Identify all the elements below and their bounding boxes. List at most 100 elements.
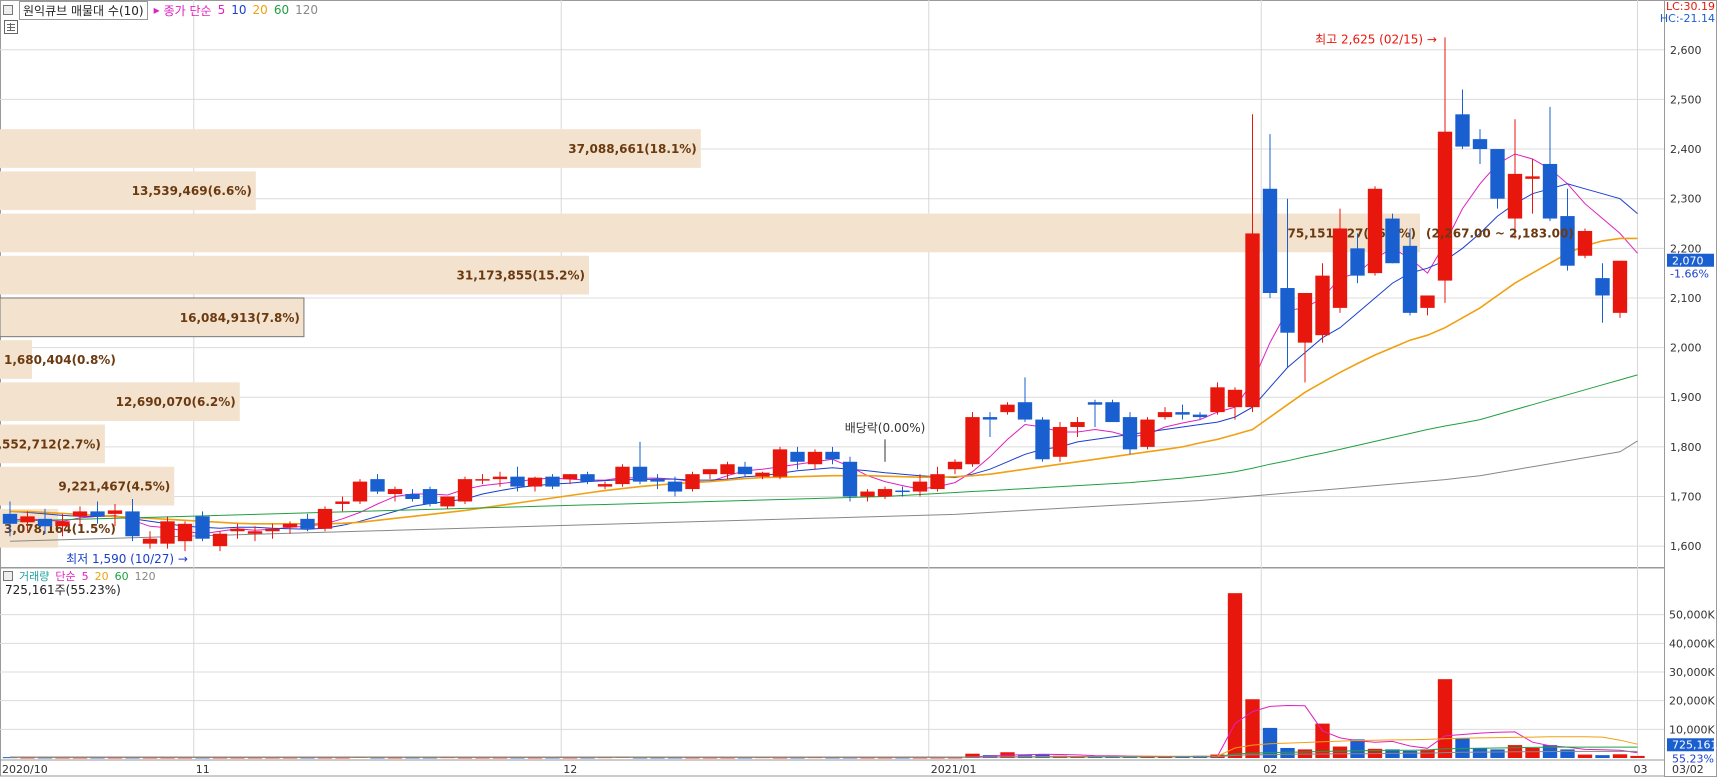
candle-body[interactable] xyxy=(1175,412,1190,415)
candle-body[interactable] xyxy=(142,538,158,544)
candle-body[interactable] xyxy=(860,491,875,497)
candle-body[interactable] xyxy=(317,508,333,529)
candle-body[interactable] xyxy=(755,472,770,477)
volume-bar[interactable] xyxy=(475,757,490,759)
volume-ma-period-60[interactable]: 60 xyxy=(114,569,129,583)
volume-profile-band[interactable] xyxy=(0,340,32,379)
volume-ma-period-120[interactable]: 120 xyxy=(134,569,156,583)
volume-bar[interactable] xyxy=(912,757,928,759)
candle-body[interactable] xyxy=(1087,402,1103,405)
volume-bar[interactable] xyxy=(860,757,875,759)
candle-body[interactable] xyxy=(1455,114,1470,147)
candle-body[interactable] xyxy=(1000,404,1015,413)
volume-bar[interactable] xyxy=(1420,749,1435,758)
candle-body[interactable] xyxy=(72,511,88,517)
candle-body[interactable] xyxy=(1595,278,1610,296)
volume-bar[interactable] xyxy=(107,757,123,759)
candle-body[interactable] xyxy=(632,466,648,482)
volume-bar[interactable] xyxy=(772,757,788,759)
volume-bar[interactable] xyxy=(1472,747,1488,758)
panel-box-icon[interactable] xyxy=(3,5,13,15)
volume-bar[interactable] xyxy=(650,757,665,759)
volume-bar[interactable] xyxy=(212,757,228,759)
volume-bar[interactable] xyxy=(877,757,893,759)
volume-bar[interactable] xyxy=(842,757,858,759)
volume-bar[interactable] xyxy=(580,757,595,759)
candle-body[interactable] xyxy=(615,466,630,485)
candle-body[interactable] xyxy=(90,511,105,517)
panel-box-icon[interactable] xyxy=(3,571,13,581)
candle-body[interactable] xyxy=(1052,427,1068,457)
volume-bar[interactable] xyxy=(947,757,963,759)
volume-profile-band[interactable] xyxy=(0,171,256,211)
volume-bar[interactable] xyxy=(20,757,35,759)
candle-body[interactable] xyxy=(1157,412,1173,418)
volume-profile-band[interactable] xyxy=(0,213,1420,253)
volume-bar[interactable] xyxy=(72,757,88,759)
candle-body[interactable] xyxy=(440,496,455,507)
candle-body[interactable] xyxy=(1192,414,1208,418)
candle-body[interactable] xyxy=(300,518,315,529)
candle-body[interactable] xyxy=(1525,176,1540,179)
candle-body[interactable] xyxy=(160,521,175,544)
volume-profile-band[interactable] xyxy=(0,255,590,295)
candle-body[interactable] xyxy=(580,474,595,482)
candle-body[interactable] xyxy=(1402,245,1418,313)
volume-bar[interactable] xyxy=(790,757,805,759)
candle-body[interactable] xyxy=(947,461,963,470)
candle-body[interactable] xyxy=(737,466,753,475)
volume-bar[interactable] xyxy=(667,757,683,759)
volume-bar[interactable] xyxy=(317,757,333,759)
candle-body[interactable] xyxy=(930,474,945,490)
volume-bar[interactable] xyxy=(1350,739,1365,758)
volume-profile-band[interactable] xyxy=(0,297,305,338)
candle-body[interactable] xyxy=(2,513,18,524)
candle-body[interactable] xyxy=(125,511,140,537)
volume-bar[interactable] xyxy=(282,757,298,759)
volume-bar[interactable] xyxy=(1262,727,1278,758)
volume-bar[interactable] xyxy=(1402,750,1418,758)
volume-panel[interactable] xyxy=(0,567,1665,761)
volume-bar[interactable] xyxy=(737,757,753,759)
volume-bar[interactable] xyxy=(300,757,315,759)
volume-ma-type-label[interactable]: 단순 xyxy=(55,570,76,583)
volume-bar[interactable] xyxy=(125,757,140,759)
candle-body[interactable] xyxy=(912,481,928,492)
volume-bar[interactable] xyxy=(510,757,525,759)
candle-body[interactable] xyxy=(1560,216,1575,266)
ma-period-5[interactable]: 5 xyxy=(217,3,226,17)
candle-body[interactable] xyxy=(422,489,438,504)
ma-period-60[interactable]: 60 xyxy=(273,3,290,17)
volume-bar[interactable] xyxy=(720,757,735,759)
candle-body[interactable] xyxy=(527,477,543,487)
candle-body[interactable] xyxy=(282,523,298,528)
volume-bar[interactable] xyxy=(1245,699,1260,758)
volume-bar[interactable] xyxy=(492,757,508,759)
volume-bar[interactable] xyxy=(405,757,420,759)
candle-body[interactable] xyxy=(772,449,788,477)
candle-body[interactable] xyxy=(177,523,193,542)
candle-body[interactable] xyxy=(230,528,245,532)
candle-body[interactable] xyxy=(790,451,805,462)
candle-body[interactable] xyxy=(842,461,858,497)
volume-profile-band[interactable] xyxy=(0,424,105,464)
volume-bar[interactable] xyxy=(265,757,280,759)
candle-body[interactable] xyxy=(37,518,53,527)
volume-bar[interactable] xyxy=(195,757,210,759)
volume-bar[interactable] xyxy=(545,757,560,759)
volume-profile-band[interactable] xyxy=(0,466,175,506)
candle-body[interactable] xyxy=(807,451,823,465)
candle-body[interactable] xyxy=(720,464,735,475)
volume-bar[interactable] xyxy=(1455,737,1470,758)
ma-dropdown-icon[interactable]: ▸ xyxy=(153,3,160,17)
candle-body[interactable] xyxy=(1507,173,1523,219)
volume-bar[interactable] xyxy=(1332,746,1348,758)
volume-bar[interactable] xyxy=(142,757,158,759)
candle-body[interactable] xyxy=(265,528,280,532)
candle-body[interactable] xyxy=(492,476,508,480)
candle-body[interactable] xyxy=(545,476,560,487)
volume-bar[interactable] xyxy=(370,757,385,759)
volume-bar[interactable] xyxy=(930,757,945,759)
candle-body[interactable] xyxy=(877,489,893,497)
